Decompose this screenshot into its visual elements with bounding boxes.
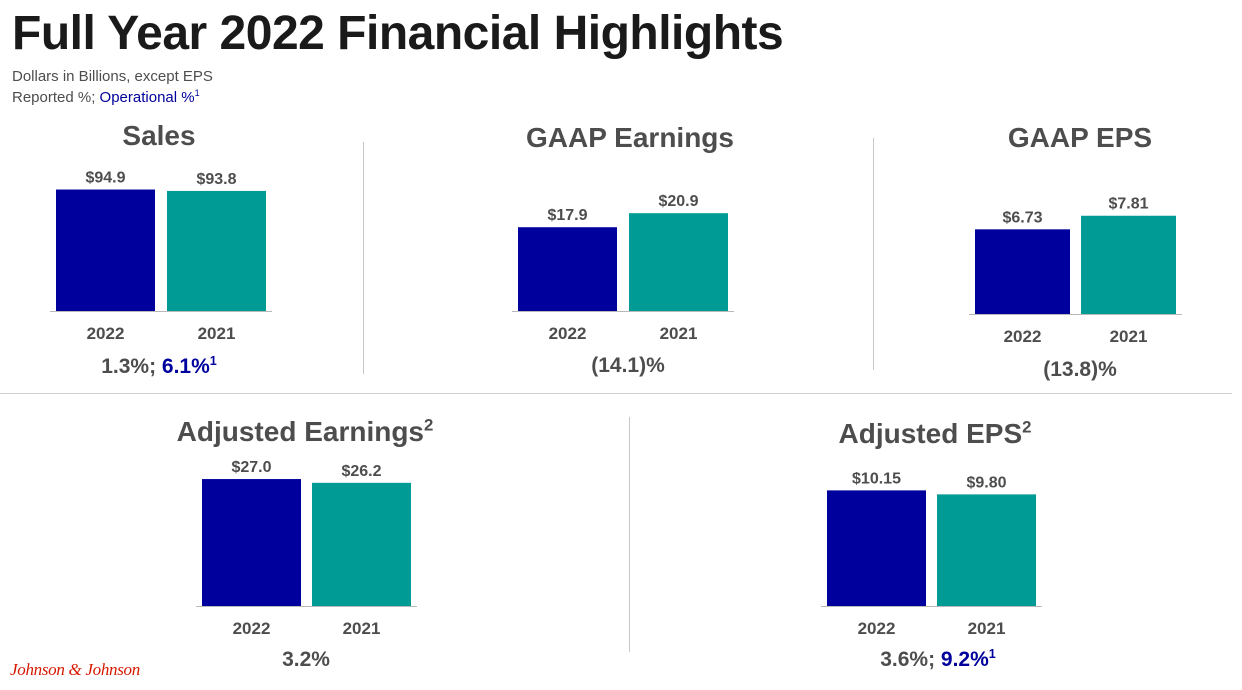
data-label-gaap-earnings-2021: $20.9 [658, 193, 698, 210]
subtitle: Dollars in Billions, except EPS [12, 68, 213, 85]
chart-title-sales: Sales [122, 120, 196, 151]
bar-gaap-eps-2021 [1081, 215, 1176, 314]
data-label-adjusted-eps-2021: $9.80 [966, 474, 1006, 491]
data-label-sales-2021: $93.8 [196, 171, 236, 188]
tick-label-sales-2021: 2021 [198, 324, 236, 343]
bar-gaap-earnings-2021 [629, 213, 728, 311]
growth-sales: 1.3%; 6.1%1 [101, 354, 217, 378]
data-label-gaap-eps-2021: $7.81 [1108, 196, 1148, 213]
tick-label-sales-2022: 2022 [87, 324, 125, 343]
chart-title-gaap-eps: GAAP EPS [1007, 122, 1153, 153]
tick-label-gaap-earnings-2022: 2022 [549, 324, 587, 343]
chart-title-adjusted-eps: Adjusted EPS2 [838, 417, 1032, 449]
growth-gaap-eps: (13.8)% [1043, 358, 1117, 381]
bar-adjusted-earnings-2021 [312, 482, 411, 606]
reported-operational-legend: Reported %; Operational %1 [12, 88, 200, 107]
divider-vertical-1 [363, 142, 364, 374]
tick-label-adjusted-eps-2022: 2022 [858, 619, 896, 638]
tick-label-adjusted-eps-2021: 2021 [968, 619, 1006, 638]
bar-adjusted-earnings-2022 [202, 479, 301, 606]
bar-gaap-earnings-2022 [518, 227, 617, 311]
chart-title-gaap-earnings: GAAP Earnings [526, 122, 734, 153]
data-label-adjusted-earnings-2022: $27.0 [231, 459, 271, 476]
divider-horizontal [0, 393, 1232, 394]
tick-label-adjusted-earnings-2021: 2021 [343, 619, 381, 638]
bar-sales-2022 [56, 189, 155, 311]
chart-title-adjusted-earnings: Adjusted Earnings2 [176, 415, 434, 447]
tick-label-gaap-eps-2021: 2021 [1110, 327, 1148, 346]
tick-label-adjusted-earnings-2022: 2022 [233, 619, 271, 638]
operational-label: Operational % [99, 89, 195, 106]
bar-adjusted-eps-2022 [827, 490, 926, 606]
data-label-adjusted-eps-2022: $10.15 [852, 470, 901, 487]
divider-vertical-3 [629, 417, 630, 652]
bar-gaap-eps-2022 [975, 229, 1070, 314]
tick-label-gaap-earnings-2021: 2021 [660, 324, 698, 343]
reported-label: Reported %; [12, 89, 100, 106]
data-label-gaap-earnings-2022: $17.9 [547, 207, 587, 224]
operational-footnote: 1 [194, 88, 200, 98]
data-label-gaap-eps-2022: $6.73 [1002, 209, 1042, 226]
growth-adjusted-earnings: 3.2% [282, 648, 330, 671]
data-label-adjusted-earnings-2021: $26.2 [341, 463, 381, 480]
page-title: Full Year 2022 Financial Highlights [12, 7, 784, 60]
bar-adjusted-eps-2021 [937, 494, 1036, 606]
growth-adjusted-eps: 3.6%; 9.2%1 [880, 647, 996, 671]
company-logo: Johnson & Johnson [10, 660, 140, 679]
divider-vertical-2 [873, 138, 874, 370]
growth-gaap-earnings: (14.1)% [591, 354, 665, 377]
data-label-sales-2022: $94.9 [85, 170, 125, 187]
tick-label-gaap-eps-2022: 2022 [1004, 327, 1042, 346]
bar-sales-2021 [167, 190, 266, 311]
